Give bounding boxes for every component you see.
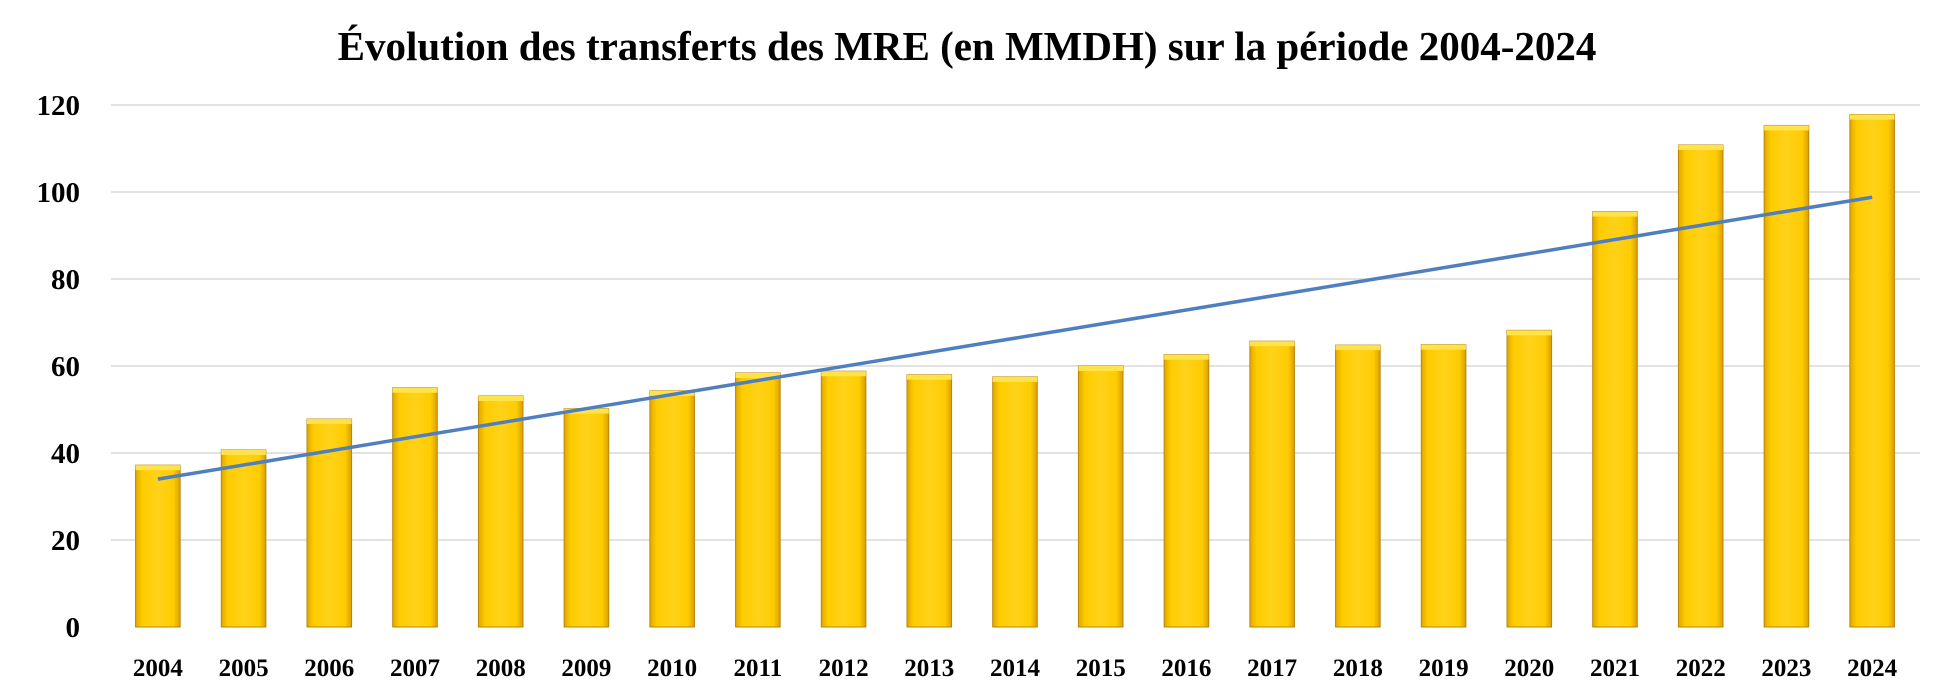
x-tick-label: 2024 [1847,655,1898,682]
bar [1420,344,1467,628]
bar-top [221,449,266,455]
x-tick-label: 2021 [1590,655,1640,682]
bar-top [135,465,181,471]
bar [1077,365,1124,628]
x-tick-label: 2017 [1247,655,1297,682]
bar-top [907,374,952,380]
bar-top [1078,366,1123,371]
x-tick-label: 2016 [1161,655,1211,682]
bar-top [1849,114,1895,120]
bar [563,408,610,628]
bar [1163,354,1210,628]
x-tick-label: 2023 [1761,655,1811,682]
bar [1677,144,1724,628]
x-tick-label: 2005 [219,655,269,682]
y-tick-label: 20 [51,525,80,557]
bar [820,370,867,628]
bar [649,390,695,628]
bar-top [478,396,523,402]
bar [477,395,524,628]
bar [1849,114,1895,628]
bar-top [1164,354,1209,360]
x-tick-label: 2009 [561,655,611,682]
bar-top [1335,345,1381,351]
bar [992,376,1038,628]
bar [1763,124,1810,628]
bar-top [1764,125,1809,131]
bar-top [564,408,609,414]
bar [392,387,438,628]
x-tick-label: 2020 [1504,655,1554,682]
x-tick-label: 2012 [819,655,869,682]
x-tick-label: 2015 [1076,655,1126,682]
x-tick-label: 2013 [904,655,954,682]
y-tick-label: 80 [51,264,80,296]
x-tick-label: 2006 [304,655,354,682]
bar [220,449,267,628]
y-tick-label: 100 [37,177,81,209]
bar-top [1507,330,1552,336]
bar [735,372,781,628]
bar [906,374,953,628]
x-tick-label: 2018 [1333,655,1383,682]
bar [135,464,181,628]
x-tick-label: 2010 [647,655,697,682]
x-tick-label: 2007 [390,655,440,682]
x-tick-label: 2011 [734,655,783,682]
bar-top [1249,341,1295,347]
y-tick-label: 120 [37,90,81,122]
bar [1249,340,1295,628]
bar [1506,329,1553,628]
trendline [157,195,1873,481]
y-tick-label: 0 [66,612,81,644]
x-tick-label: 2008 [476,655,526,682]
bar [1592,211,1638,628]
x-tick-label: 2022 [1676,655,1726,682]
bar-top [1592,211,1638,217]
y-tick-label: 40 [51,438,80,470]
bar-top [1421,344,1466,350]
bar [1335,344,1381,628]
bar-top [307,419,352,425]
bar-top [392,387,438,393]
x-tick-label: 2004 [133,655,184,682]
x-tick-label: 2019 [1419,655,1469,682]
x-tick-label: 2014 [990,655,1041,682]
bar-top [735,372,781,378]
y-tick-label: 60 [51,351,80,383]
bar-top [821,371,866,377]
chart-title: Évolution des transferts des MRE (en MMD… [338,23,1597,69]
bar-top [992,376,1038,382]
bar-top [1678,145,1723,151]
